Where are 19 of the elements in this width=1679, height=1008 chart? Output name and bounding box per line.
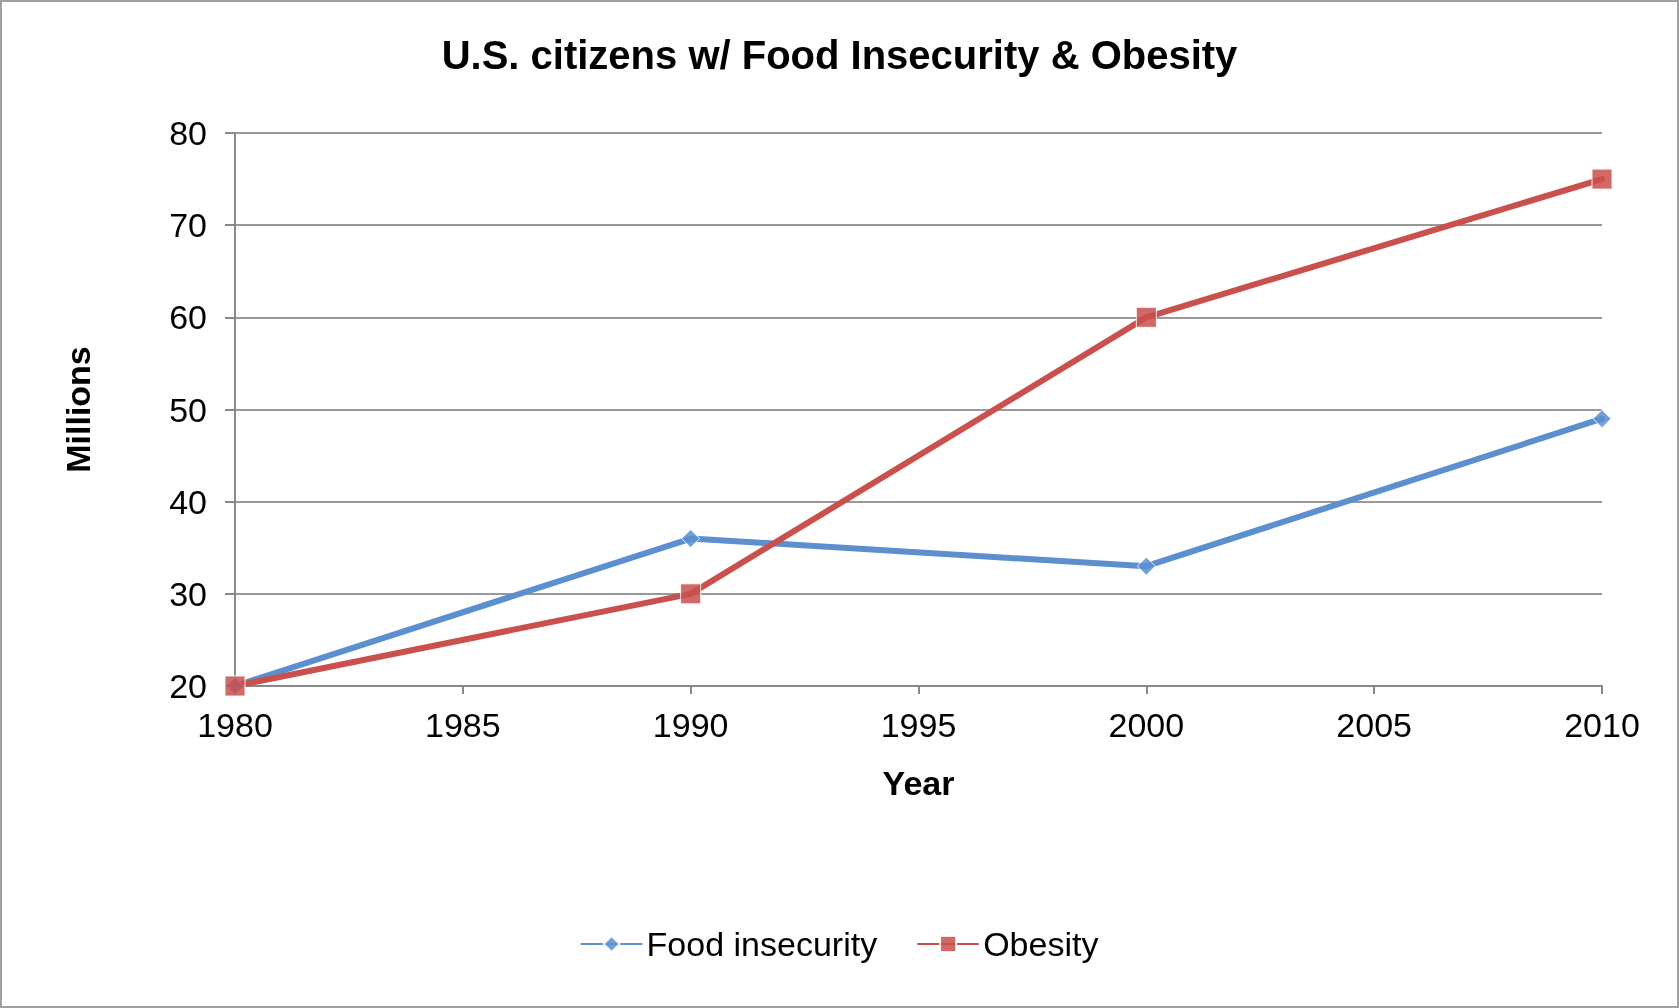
x-tick-label: 1985 — [425, 706, 501, 744]
legend-label: Obesity — [983, 925, 1099, 963]
y-tick-label: 50 — [169, 390, 207, 429]
x-tick-label: 2005 — [1336, 706, 1412, 744]
x-tick-label: 1980 — [197, 706, 273, 744]
x-axis-title: Year — [882, 764, 955, 802]
x-tick-label: 2010 — [1564, 706, 1640, 744]
y-tick-label: 40 — [169, 482, 207, 521]
x-tick-label: 1995 — [880, 706, 957, 744]
y-tick-label: 70 — [169, 206, 207, 245]
y-tick-label: 30 — [169, 574, 207, 613]
y-tick-label: 60 — [169, 298, 207, 337]
y-tick-label: 20 — [169, 667, 207, 705]
x-tick-label: 2000 — [1108, 706, 1185, 744]
legend-label: Food insecurity — [646, 925, 878, 963]
chart-title: U.S. citizens w/ Food Insecurity & Obesity — [441, 33, 1239, 77]
y-axis-title: Millions — [59, 346, 97, 473]
y-tick-label: 80 — [169, 114, 207, 152]
x-tick-label: 1990 — [652, 706, 729, 744]
